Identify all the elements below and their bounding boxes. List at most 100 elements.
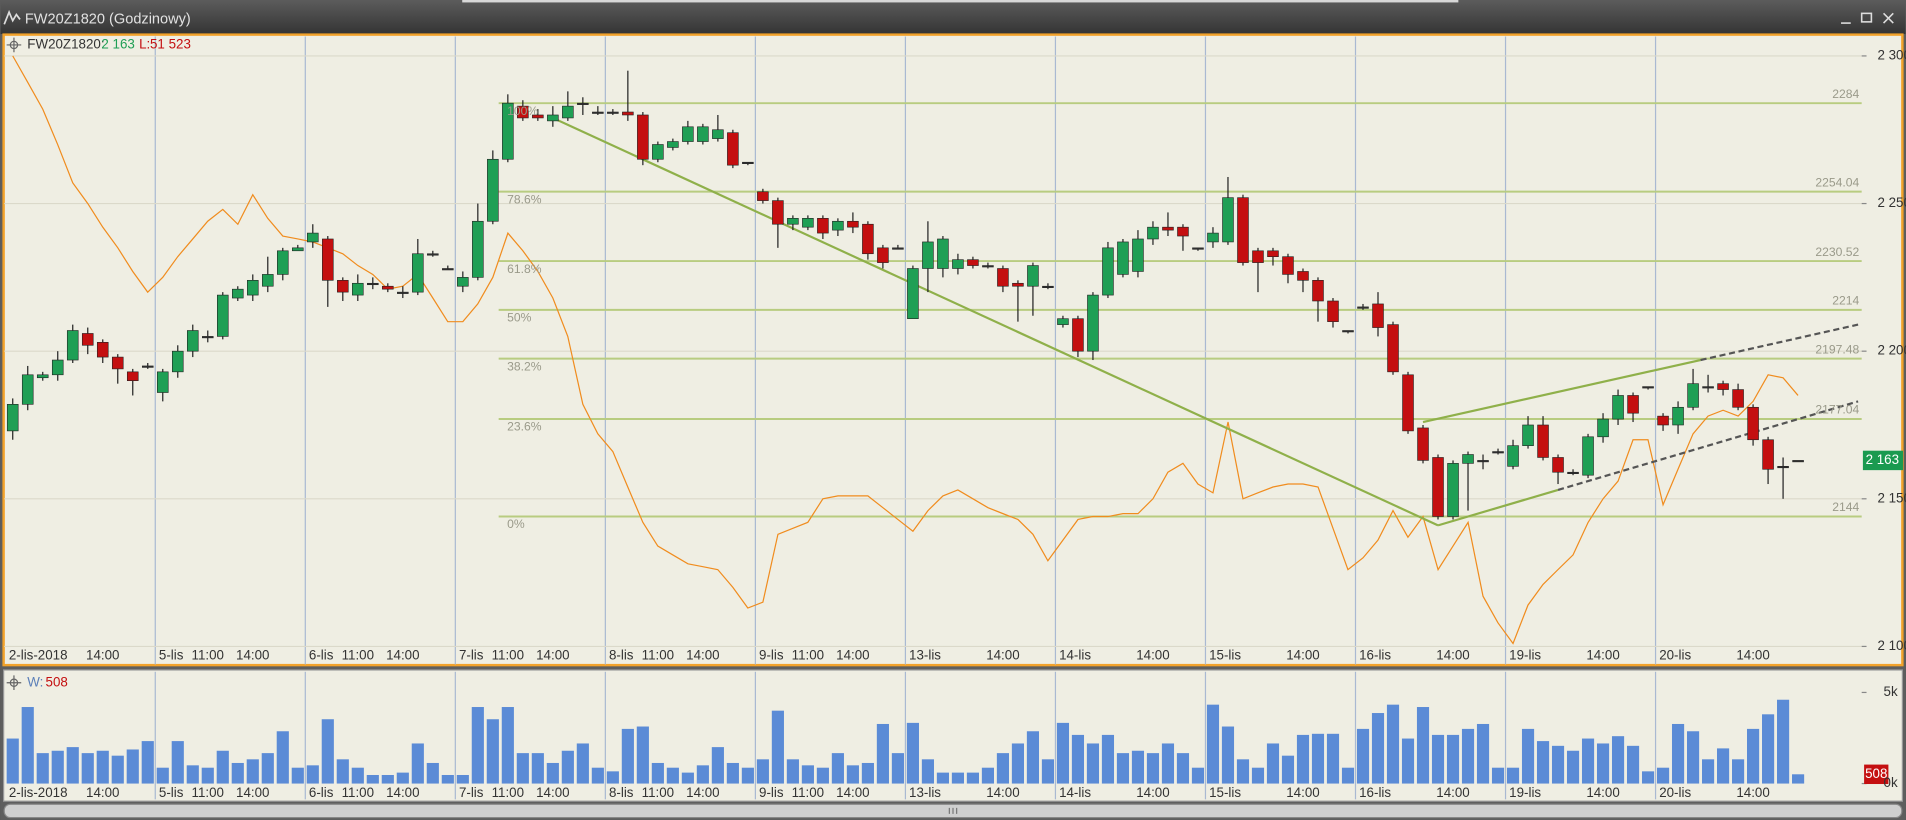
candle-body xyxy=(1507,445,1519,467)
candle-body xyxy=(472,220,484,278)
volume-bar xyxy=(981,767,994,784)
volume-bar xyxy=(1566,750,1580,784)
candle-body xyxy=(637,114,649,160)
volume-last-box xyxy=(1864,764,1889,785)
close-button[interactable] xyxy=(1882,12,1894,24)
volume-legend-value: 508 xyxy=(46,674,68,689)
candle-body xyxy=(96,342,109,358)
volume-bar xyxy=(756,759,769,784)
volume-bar xyxy=(1101,734,1115,784)
last-price-box xyxy=(1862,450,1903,471)
restore-button[interactable] xyxy=(1860,12,1873,23)
x-tick-label: 5-lis xyxy=(159,648,184,663)
candle-body xyxy=(186,330,199,352)
fib-price-label: 2254.04 xyxy=(1815,175,1859,189)
x-tick-label: 14:00 xyxy=(836,785,869,800)
volume-bar xyxy=(1611,736,1625,784)
volume-bar xyxy=(1056,722,1070,784)
candle-body xyxy=(1657,415,1669,426)
x-tick-label: 2-lis-2018 xyxy=(9,648,68,663)
x-tick-label: 14:00 xyxy=(686,648,719,663)
x-tick-label: 16-lis xyxy=(1359,785,1391,800)
volume-bar xyxy=(156,767,169,784)
volume-bar xyxy=(1206,704,1220,784)
x-tick-label: 14:00 xyxy=(1286,648,1319,663)
title-highlight xyxy=(462,0,1459,3)
candle-body xyxy=(712,129,724,139)
fib-price-label: 2197.48 xyxy=(1815,342,1859,356)
candle-body xyxy=(1387,324,1399,373)
volume-bar xyxy=(381,774,394,784)
move-icon-volume[interactable] xyxy=(6,675,22,691)
volume-bar xyxy=(726,762,739,784)
volume-bar xyxy=(366,774,379,784)
candle-body xyxy=(397,291,409,294)
x-tick-label: 14:00 xyxy=(1436,648,1469,663)
x-tick-label: 15-lis xyxy=(1209,648,1241,663)
candle-body xyxy=(847,220,859,228)
price-panel xyxy=(2,33,1904,667)
x-tick-label: 14:00 xyxy=(986,648,1019,663)
candle-body xyxy=(1162,226,1174,231)
candle-body xyxy=(997,268,1009,287)
candle-body xyxy=(877,247,889,263)
candle-body xyxy=(1432,457,1444,517)
fib-percent-label: 61.8% xyxy=(507,262,542,276)
fib-price-label: 2177.04 xyxy=(1815,403,1859,417)
x-tick-label: 20-lis xyxy=(1659,648,1691,663)
x-tick-label: 5-lis xyxy=(159,785,184,800)
volume-bar xyxy=(306,765,319,784)
x-tick-label: 14-lis xyxy=(1059,648,1091,663)
candle-body xyxy=(967,259,979,266)
x-tick-label: 14:00 xyxy=(386,785,419,800)
volume-bar xyxy=(531,753,544,784)
candle-body xyxy=(232,288,244,299)
volume-bar xyxy=(1386,704,1400,784)
x-tick-label: 8-lis xyxy=(609,785,634,800)
volume-bar xyxy=(231,762,244,784)
volume-bar xyxy=(1281,755,1295,784)
x-tick-label: 14:00 xyxy=(1736,648,1769,663)
x-tick-label: 16-lis xyxy=(1359,648,1391,663)
candle-body xyxy=(51,359,64,376)
volume-bar xyxy=(1026,731,1040,784)
volume-bar xyxy=(1116,753,1130,784)
candle-body xyxy=(1702,386,1714,389)
trendline xyxy=(1422,358,1701,424)
x-tick-label: 14:00 xyxy=(86,785,119,800)
fib-price-label: 2230.52 xyxy=(1815,245,1859,259)
candle-body xyxy=(1327,300,1339,322)
volume-bar xyxy=(921,759,934,784)
volume-bar xyxy=(1266,743,1280,784)
x-tick-label: 14:00 xyxy=(86,648,119,663)
volume-bar xyxy=(816,767,829,784)
move-icon[interactable] xyxy=(6,37,22,53)
x-tick-label: 11:00 xyxy=(792,785,824,800)
fib-price-label: 2284 xyxy=(1832,87,1859,101)
volume-bar xyxy=(1221,726,1235,784)
candle-body xyxy=(21,374,34,405)
candle-body xyxy=(652,144,664,160)
x-tick-label: 6-lis xyxy=(309,785,334,800)
x-tick-label: 14:00 xyxy=(386,648,419,663)
candle-body xyxy=(832,220,844,231)
x-tick-label: 19-lis xyxy=(1509,648,1541,663)
x-tick-label: 11:00 xyxy=(342,648,374,663)
candle-body xyxy=(6,404,19,432)
volume-bar xyxy=(1341,767,1355,784)
candle-body xyxy=(1552,457,1564,473)
candle-body xyxy=(1567,471,1579,474)
candle-body xyxy=(1252,250,1264,263)
candle-body xyxy=(1477,460,1489,463)
volume-bar xyxy=(1792,774,1805,784)
candle-body xyxy=(1447,463,1459,517)
candle-body xyxy=(1177,226,1189,237)
candle-body xyxy=(1132,238,1144,272)
volume-bar xyxy=(66,747,79,784)
x-tick-label: 13-lis xyxy=(909,785,941,800)
volume-bar xyxy=(501,707,514,784)
volume-bar xyxy=(261,753,274,784)
candle-body xyxy=(141,365,154,368)
candle-body xyxy=(622,111,634,116)
volume-bar xyxy=(486,719,499,784)
